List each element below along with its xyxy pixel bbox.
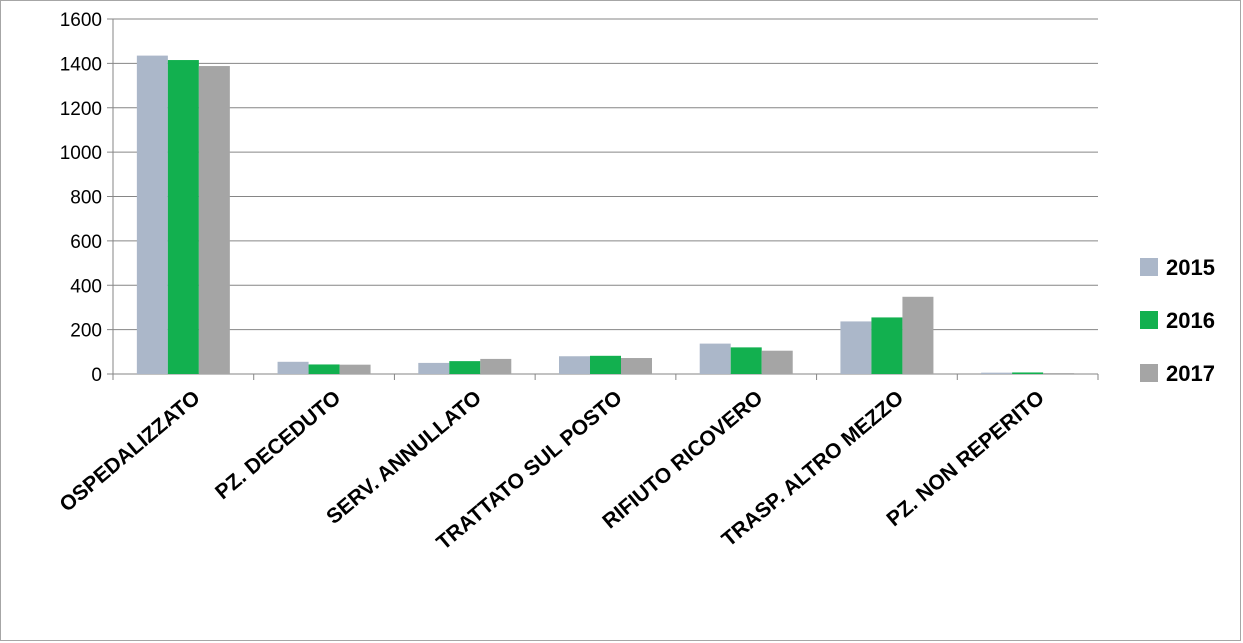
category-label: RIFIUTO RICOVERO (598, 386, 767, 533)
axes (107, 18, 1099, 380)
legend-label-2015: 2015 (1166, 255, 1215, 280)
y-tick-label: 200 (70, 321, 102, 342)
legend-swatch-2016 (1140, 311, 1158, 329)
bar-2016-0 (167, 60, 199, 374)
y-tick-label: 800 (70, 188, 102, 209)
legend-label-2016: 2016 (1166, 308, 1215, 333)
bar-2015-5 (840, 321, 872, 374)
legend: 2015 2016 2017 (1140, 255, 1215, 386)
bar-2016-4 (730, 347, 762, 374)
bar-2015-0 (136, 55, 168, 374)
bar-2015-1 (277, 361, 309, 374)
y-tick-label: 0 (91, 365, 102, 386)
category-label: SERV. ANNULLATO (322, 386, 486, 529)
y-tick-label: 1000 (60, 143, 102, 164)
bar-2017-4 (761, 350, 793, 374)
legend-swatch-2017 (1140, 364, 1158, 382)
bars (136, 55, 1075, 374)
bar-2015-6 (981, 372, 1013, 374)
bar-2015-4 (699, 343, 731, 374)
bar-2017-5 (902, 296, 934, 374)
bar-2017-6 (1043, 373, 1075, 374)
bar-2017-0 (198, 66, 230, 374)
y-tick-label: 400 (70, 276, 102, 297)
bar-2016-1 (308, 364, 340, 374)
gridlines (113, 18, 1098, 331)
y-tick-label: 1200 (60, 99, 102, 120)
category-label: PZ. NON REPERITO (882, 386, 1048, 531)
legend-label-2017: 2017 (1166, 361, 1215, 386)
y-tick-label: 600 (70, 232, 102, 253)
bar-2015-2 (418, 362, 450, 374)
legend-swatch-2015 (1140, 258, 1158, 276)
y-tick-labels: 0 200 400 600 800 1000 1200 1400 1600 (60, 10, 102, 386)
category-label: OSPEDALIZZATO (55, 386, 204, 516)
bar-2016-6 (1012, 372, 1044, 374)
bar-2015-3 (559, 356, 590, 374)
bar-2016-2 (449, 361, 481, 374)
bar-2017-2 (480, 358, 512, 374)
category-label: PZ. DECEDUTO (211, 386, 345, 504)
y-tick-label: 1400 (60, 54, 102, 75)
bar-2016-3 (590, 355, 621, 374)
bar-2017-1 (339, 364, 371, 374)
bar-2017-3 (621, 358, 652, 374)
y-tick-label: 1600 (60, 10, 102, 31)
bar-2016-5 (871, 317, 903, 374)
